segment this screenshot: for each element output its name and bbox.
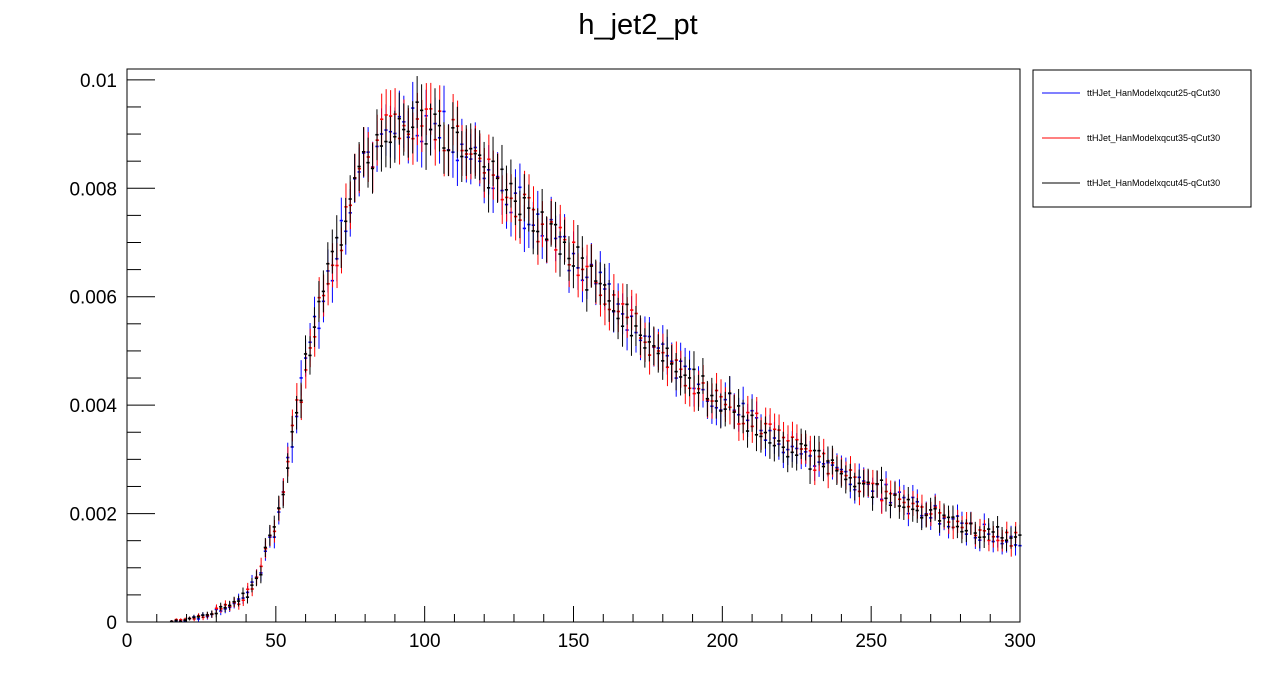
y-axis: 0 0.002 0.004 0.006 0.008 0.01 — [69, 71, 155, 634]
data-markers — [169, 76, 1022, 623]
x-tick-label: 50 — [265, 631, 286, 652]
x-tick-label: 250 — [855, 631, 887, 652]
chart-title: h_jet2_pt — [578, 9, 697, 41]
legend-label-xqcut25: ttHJet_HanModelxqcut25-qCut30 — [1087, 88, 1220, 98]
x-tick-label: 100 — [409, 631, 441, 652]
y-tick-label: 0 — [106, 613, 117, 634]
x-tick-label: 150 — [558, 631, 590, 652]
x-tick-label: 200 — [706, 631, 738, 652]
y-tick-label: 0.006 — [69, 288, 117, 309]
plot-frame — [126, 68, 1021, 623]
y-tick-label: 0.004 — [69, 396, 117, 417]
y-tick-label: 0.002 — [69, 505, 117, 526]
y-tick-label: 0.01 — [80, 71, 117, 92]
x-axis: 0 50 100 150 200 250 300 — [122, 606, 1036, 652]
x-tick-label: 0 — [122, 631, 133, 652]
y-tick-label: 0.008 — [69, 179, 117, 200]
legend-label-xqcut45: ttHJet_HanModelxqcut45-qCut30 — [1087, 178, 1220, 188]
legend: ttHJet_HanModelxqcut25-qCut30 ttHJet_Han… — [1032, 69, 1252, 208]
legend-label-xqcut35: ttHJet_HanModelxqcut35-qCut30 — [1087, 133, 1220, 143]
x-tick-label: 300 — [1004, 631, 1036, 652]
